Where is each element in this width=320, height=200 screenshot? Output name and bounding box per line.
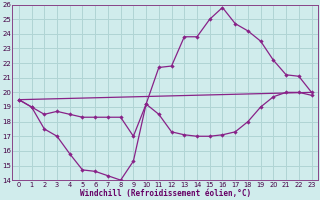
X-axis label: Windchill (Refroidissement éolien,°C): Windchill (Refroidissement éolien,°C) xyxy=(80,189,251,198)
